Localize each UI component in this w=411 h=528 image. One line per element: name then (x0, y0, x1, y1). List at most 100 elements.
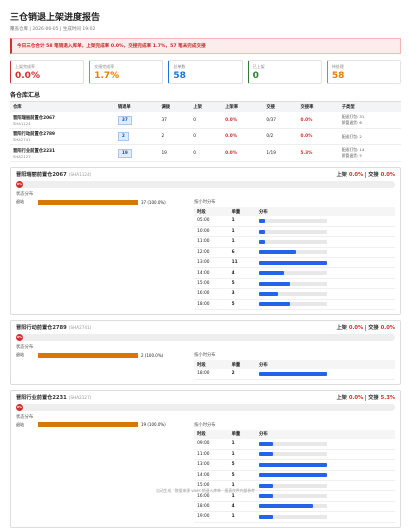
hour-count: 1 (228, 226, 257, 238)
cell (256, 257, 395, 269)
hours-title: 按小时分布 (194, 422, 216, 428)
header-row: 时段 单量 分布 (194, 207, 395, 216)
column-header: 分布 (256, 207, 395, 216)
cell: 0 (190, 112, 223, 129)
progress-bar: 0% (16, 334, 395, 342)
warehouse-card: 晋阳行业前置仓2231 (SHA2127) 上架 0.0% 交接 5.3% 0% 状态分布 退站… (10, 389, 401, 528)
hour-bar (259, 504, 314, 509)
status-row: 退站 2 (100.0%) (16, 352, 194, 358)
hour-track (259, 271, 328, 276)
column-header: 交接 (263, 102, 298, 112)
rate: 0.0% (225, 150, 238, 156)
rate-value: 0.0% (348, 172, 364, 178)
hour-bar (259, 473, 328, 478)
column-header: 时段 (194, 207, 229, 216)
kpi-card: 交接完成率 1.7% (89, 60, 164, 84)
warehouse-code: SHA2127 (13, 153, 31, 159)
warehouse-name: 晋阳行动前置仓2789 (13, 132, 56, 137)
table-row: 晋阳行动前置仓2789 SHA2741 2 2 0 0.0% 0/2 0.0% 配送打包: 2 (10, 128, 401, 145)
hour-count: 1 (228, 480, 257, 492)
hour-count: 4 (228, 501, 257, 513)
hours-table: 时段 单量 分布 05:00 1 10:00 1 11:00 1 12:00 6 13:00 11 14:… (194, 207, 395, 311)
kpi-value: 0 (252, 71, 259, 81)
column-header: 时段 (194, 429, 229, 439)
hour-bar (259, 260, 328, 265)
column-header: 时段 (194, 360, 229, 370)
hour-track (259, 260, 328, 265)
hour-track (259, 452, 328, 457)
hour-bar (259, 302, 290, 307)
progress-bar: 0% (16, 403, 395, 411)
hour-bar (259, 514, 273, 519)
subtype: 配送打包: 2 (341, 133, 362, 139)
column-header: 单量 (228, 207, 257, 216)
kpi-value: 0.0% (15, 71, 40, 81)
hour-row: 09:00 1 (194, 438, 395, 450)
cell: 1/19 (263, 144, 298, 162)
column-header: 上架率 (222, 102, 264, 112)
card-header: 晋阳瑞丽前置仓2067 (SHA1124) 上架 0.0% 交接 0.0% (16, 171, 395, 178)
status-bar (38, 352, 138, 358)
warehouse-name: 晋阳瑞丽前置仓2067 (13, 115, 56, 121)
cell (256, 267, 395, 279)
kpi-card: 待处理 58 (326, 60, 402, 84)
hour: 18:00 (194, 501, 229, 513)
hours-column: 按小时分布 时段 单量 分布 09:00 1 11:00 1 13:00 5 14:00 5 15:00… (194, 414, 395, 523)
warehouse-name: 晋阳行业前置仓2231 (16, 394, 67, 401)
rate-value: 0.0% (348, 325, 364, 332)
cell: 0.0% (222, 112, 264, 129)
hour-count: 4 (228, 267, 257, 279)
status-column: 状态分布 退站 2 (100.0%) (16, 344, 194, 380)
warehouse-code: (SHA2127) (68, 394, 92, 400)
hour-row: 12:00 6 (194, 247, 395, 259)
order-badge: 19 (117, 148, 132, 158)
kpi-label: 待处理 (331, 64, 344, 69)
card-title: 晋阳瑞丽前置仓2067 (SHA1124) (16, 171, 91, 178)
header-row: 仓库 销退单 调拨 上架 上架率 交接 交接率 子类型 (10, 102, 401, 112)
cell (256, 247, 395, 259)
cell: 0/2 (263, 128, 298, 145)
kpi-value: 58 (173, 71, 186, 81)
subtype: 质管退货: 5 (341, 153, 362, 158)
hour: 13:00 (194, 257, 229, 269)
hour: 11:00 (194, 449, 229, 461)
hour-bar (259, 494, 273, 499)
warehouse-card: 晋阳行动前置仓2789 (SHA2741) 上架 0.0% 交接 0.0% 0% 状态分布 退站… (10, 320, 401, 385)
rate-value: 0.0% (380, 325, 395, 332)
cell: 晋阳行业前置仓2231 SHA2127 (10, 144, 115, 162)
column-header: 分布 (256, 360, 395, 370)
table-head: 仓库 销退单 调拨 上架 上架率 交接 交接率 子类型 (10, 102, 401, 112)
hour-track (259, 302, 328, 307)
cell: 0 (190, 144, 223, 162)
status-track (38, 199, 138, 205)
table-body: 09:00 1 11:00 1 13:00 5 14:00 5 15:00 1 16:00 1 18:0… (194, 438, 395, 523)
status-name: 退站 (16, 421, 24, 427)
title: 三仓销退上架进度报告 (10, 13, 101, 23)
rate: 0.0% (300, 134, 313, 139)
status-row: 退站 19 (100.0%) (16, 422, 194, 428)
hour-track (259, 483, 328, 488)
status-column: 状态分布退站 19 (100.0%) (16, 414, 194, 523)
header-row: 时段 单量 分布 (194, 360, 395, 370)
columns: 状态分布 退站 37 (100.0%) 按小时分布 时段 单量 分布 05:00 1 10:00 1… (16, 191, 395, 311)
kpi-card: 总单数 58 (168, 60, 243, 84)
column-header: 销退单 (114, 102, 159, 112)
hour-count: 6 (228, 247, 257, 259)
hour-bar (259, 229, 266, 234)
warehouse-name: 晋阳行业前置仓2231 (13, 148, 56, 154)
cell: 0.0% (297, 112, 339, 129)
progress-marker: 0% (16, 334, 23, 342)
cell: 0.0% (222, 128, 264, 145)
hour: 14:00 (194, 267, 229, 279)
hour-bar (259, 452, 273, 457)
hour-row: 05:00 1 (194, 216, 395, 227)
progress-bar: 0% (16, 181, 395, 188)
hour-row: 14:00 5 (194, 470, 395, 481)
rate-label: 上架 (336, 394, 347, 401)
warehouse-name: 晋阳瑞丽前置仓2067 (16, 172, 67, 178)
status-title: 状态分布 (16, 414, 34, 420)
progress-marker: 0% (16, 403, 23, 411)
hour-track (259, 239, 328, 244)
hour-count: 5 (228, 459, 257, 471)
footer: 自动生成 · 数据来源 WMS 销退入库单 · 报表仅供内部参考 (156, 488, 255, 493)
